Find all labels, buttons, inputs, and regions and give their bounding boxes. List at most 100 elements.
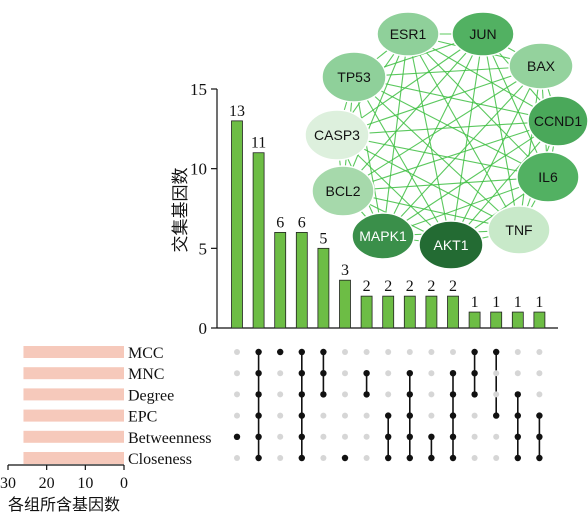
set-size-ticks: 30 20 10 0 (0, 465, 128, 492)
matrix-dot-empty (342, 412, 348, 419)
matrix-dot-empty (342, 433, 348, 440)
bar-value-label: 5 (319, 230, 327, 247)
matrix-dot-empty (385, 349, 392, 355)
set-size-tick-label: 30 (0, 475, 16, 492)
network-node-label: BAX (527, 58, 556, 74)
network-node (376, 11, 440, 57)
set-size-bar (23, 346, 124, 358)
matrix-dot-filled (320, 391, 327, 398)
network-node-label: TP53 (337, 69, 371, 85)
intersection-bar (360, 295, 373, 329)
y-axis-ticks: 0 5 10 15 (190, 80, 217, 338)
set-name-label: MCC (128, 345, 164, 362)
network-node (321, 51, 387, 103)
network-edge (342, 33, 484, 192)
matrix-dot-empty (514, 349, 521, 355)
network-node (487, 205, 551, 255)
network-edge (336, 65, 542, 136)
matrix-dot-empty (320, 433, 327, 440)
intersection-bar (533, 311, 546, 329)
matrix-dot-filled (385, 412, 392, 419)
matrix-dot-filled (320, 370, 327, 377)
matrix-dot-filled (536, 454, 543, 462)
network-edge (342, 176, 549, 192)
bar-value-label: 1 (514, 294, 522, 311)
matrix-dot-empty (450, 349, 456, 355)
network-edge (450, 65, 542, 246)
matrix-dot-empty (277, 433, 284, 440)
network-node (508, 42, 574, 90)
matrix-dot-filled (255, 433, 262, 440)
matrix-dot-empty (234, 349, 240, 355)
matrix-dot-empty (277, 370, 284, 377)
network-node-label: MAPK1 (359, 228, 407, 244)
network-edge (353, 76, 520, 231)
matrix-dot-empty (363, 349, 370, 355)
matrix-dot-filled (255, 412, 262, 419)
matrix-dot-filled (341, 454, 349, 462)
matrix-dot-filled (406, 454, 413, 462)
intersection-bar (295, 231, 308, 329)
network-node (418, 220, 484, 270)
matrix-dot-filled (514, 454, 521, 462)
bar-value-label: 6 (298, 214, 306, 231)
network-node-label: CCND1 (534, 113, 582, 129)
matrix-dot-empty (234, 412, 240, 419)
network-node (451, 11, 515, 57)
matrix-dot-filled (363, 391, 370, 398)
network-node (351, 212, 415, 260)
y-axis-label: 交集基因数 (171, 168, 191, 253)
network-edge (518, 65, 542, 231)
matrix-dot-empty (493, 433, 500, 440)
matrix-dot-empty (363, 433, 370, 440)
matrix-dot-filled (406, 412, 413, 419)
bar-value-label: 1 (471, 294, 479, 311)
intersection-bar (252, 152, 265, 329)
bar-value-label: 1 (535, 294, 543, 311)
network-edge (382, 65, 542, 237)
intersection-bar (425, 295, 438, 329)
matrix-dot-empty (471, 433, 478, 440)
network-edge (342, 120, 559, 192)
network-edge (353, 76, 559, 122)
matrix-dot-empty (342, 370, 348, 377)
bar-value-label: 3 (341, 262, 349, 279)
matrix-dot-filled (406, 370, 413, 377)
matrix-dot-filled (320, 348, 327, 356)
set-size-tick-label: 20 (39, 475, 55, 492)
intersection-bar (317, 247, 330, 329)
set-name-label: MNC (128, 366, 164, 383)
matrix-dot-filled (298, 391, 305, 398)
network-node (527, 95, 588, 147)
matrix-dot-empty (536, 370, 543, 377)
matrix-dot-empty (514, 370, 521, 377)
matrix-dot-filled (449, 412, 457, 419)
matrix-dot-empty (493, 455, 500, 461)
set-name-label: Closeness (128, 451, 192, 468)
matrix-dot-filled (449, 391, 457, 398)
network-edge (336, 134, 549, 178)
matrix-dot-filled (233, 433, 241, 440)
set-size-bar (23, 409, 124, 422)
matrix-dot-filled (298, 454, 305, 462)
matrix-dot-filled (255, 454, 262, 462)
matrix-dot-empty (471, 412, 478, 419)
matrix-dot-empty (493, 370, 500, 377)
network-node-label: CASP3 (314, 127, 360, 143)
matrix-dot-empty (234, 391, 240, 398)
bar-value-label: 11 (251, 135, 266, 152)
matrix-dot-empty (342, 349, 348, 355)
matrix-dot-empty (428, 349, 435, 355)
matrix-dot-filled (428, 454, 435, 462)
set-size-tick-label: 0 (120, 475, 128, 492)
matrix-dot-filled (493, 412, 500, 419)
matrix-dot-filled (471, 391, 478, 398)
network-node-label: JUN (469, 26, 496, 42)
matrix-dot-filled (449, 433, 457, 440)
set-size-bar (23, 430, 124, 443)
set-size-bars: MCC MNC Degree EPC Betweenness Closeness (23, 345, 212, 468)
matrix-dot-filled (449, 370, 457, 377)
set-name-label: Degree (128, 387, 174, 404)
set-size-bar (23, 367, 124, 380)
